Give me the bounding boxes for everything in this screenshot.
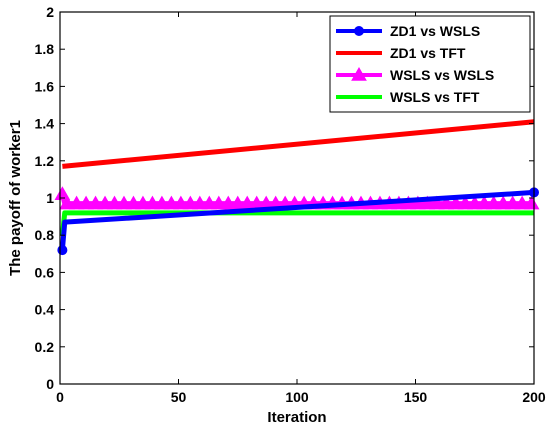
y-tick-label: 2 <box>46 4 54 20</box>
x-tick-label: 50 <box>171 389 187 405</box>
series-1 <box>62 119 535 169</box>
series-point <box>54 186 71 201</box>
x-tick-label: 100 <box>285 389 309 405</box>
legend-marker <box>354 26 364 36</box>
x-tick-label: 200 <box>522 389 546 405</box>
y-tick-label: 1.6 <box>35 78 55 94</box>
series-point <box>163 195 180 210</box>
series-point <box>191 195 208 210</box>
x-tick-label: 0 <box>56 389 64 405</box>
y-axis-title: The payoff of worker1 <box>7 120 24 276</box>
series-point <box>495 195 512 210</box>
y-tick-label: 1.2 <box>35 153 55 169</box>
series-point <box>419 195 436 210</box>
series-point <box>514 195 531 210</box>
series-point <box>182 195 199 210</box>
series-point <box>447 195 464 210</box>
series-point <box>457 195 474 210</box>
legend-marker <box>351 66 367 81</box>
series-point <box>116 195 132 210</box>
series-point <box>144 195 161 210</box>
series-point <box>59 195 75 210</box>
series-point <box>428 195 445 210</box>
y-tick-label: 0.4 <box>35 302 55 318</box>
legend-label: ZD1 vs WSLS <box>390 23 480 39</box>
y-tick-label: 1.8 <box>35 41 55 57</box>
series-point <box>78 195 94 210</box>
series-point <box>97 195 113 210</box>
y-tick-label: 1 <box>46 190 54 206</box>
legend: ZD1 vs WSLS ZD1 vs TFT WSLS vs WSLS WSLS vs… <box>329 15 531 113</box>
series-point <box>210 195 227 210</box>
series-point <box>476 195 493 210</box>
series-point <box>485 195 502 210</box>
y-tick-label: 1.4 <box>35 116 55 132</box>
series-line <box>62 119 535 169</box>
legend-label: WSLS vs TFT <box>390 89 480 105</box>
series-point <box>135 195 151 210</box>
series-point <box>57 245 68 256</box>
y-tick-label: 0.6 <box>35 264 55 280</box>
series-point <box>106 195 123 210</box>
series-point <box>438 195 455 210</box>
series-point <box>125 195 142 210</box>
series-point <box>466 195 483 210</box>
series-point <box>173 195 189 210</box>
x-tick-label: 150 <box>404 389 428 405</box>
series-point <box>410 195 426 210</box>
series-point <box>523 195 540 210</box>
series-point <box>201 195 218 210</box>
ticks-layer: 0 50 100 150 200 0 0.2 0.4 0.6 0.8 1 1.2 1.4 1.6 1.8 2 <box>35 4 546 405</box>
legend-label: WSLS vs WSLS <box>390 67 494 83</box>
x-axis-title: Iteration <box>267 409 326 426</box>
series-line <box>59 189 535 251</box>
y-tick-label: 0.2 <box>35 339 55 355</box>
series-point <box>504 195 521 210</box>
y-tick-label: 0 <box>46 376 54 392</box>
y-tick-label: 0.8 <box>35 227 55 243</box>
series-point <box>68 195 85 210</box>
series-point <box>87 195 104 210</box>
series-layer <box>54 119 540 256</box>
legend-label: ZD1 vs TFT <box>390 45 466 61</box>
series-point <box>220 195 237 210</box>
series-2 <box>54 186 540 210</box>
series-point <box>154 195 170 210</box>
